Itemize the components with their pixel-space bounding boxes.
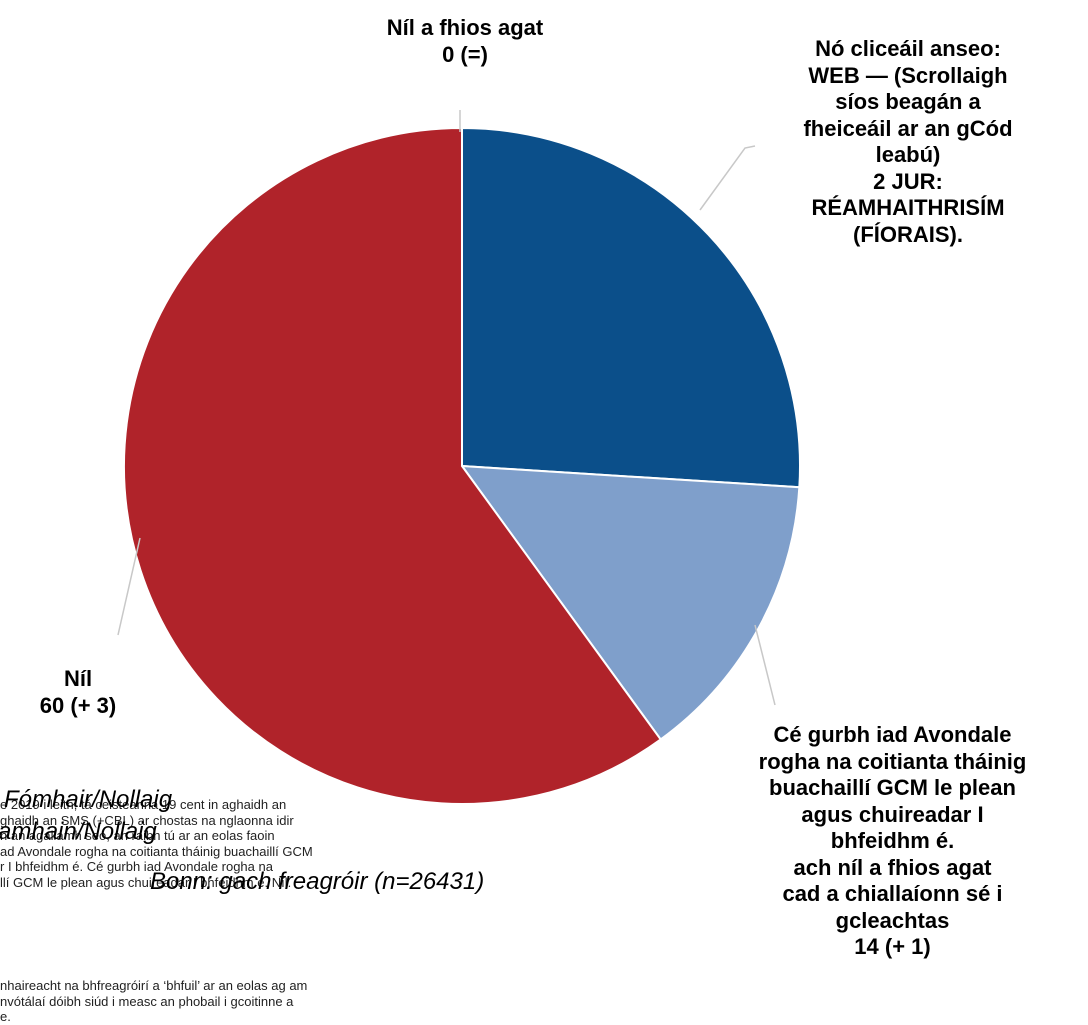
footnote-period-1: Fómhair/Nollaig	[4, 786, 173, 813]
footnote-period-2: amhain/Nollaig	[0, 818, 157, 845]
label-left-value: 60 (+ 3)	[39, 693, 117, 718]
label-bottom-slice: Cé gurbh iad Avondale rogha na coitianta…	[758, 722, 1027, 933]
pie-slice-1	[459, 464, 801, 741]
label-top-value: 0 (=)	[442, 42, 488, 67]
footnote-body-2: nhaireacht na bhfreagróirí a ‘bhfuil’ ar…	[0, 978, 308, 1024]
label-left-name: Níl	[63, 666, 93, 691]
pie-slices	[123, 126, 801, 805]
label-right-slice: Nó cliceáil anseo: WEB — (Scrollaigh sío…	[803, 36, 1013, 247]
label-bottom-value: 14 (+ 1)	[854, 934, 931, 959]
pie-slice-0	[461, 126, 801, 489]
pie-slice-2	[123, 126, 663, 805]
footnote-body: e 2019 i leith, tá ceisteanna 19 cent in…	[0, 797, 313, 890]
leader-lines	[117, 110, 776, 706]
footnote-base: Bonn: gach freagróir (n=26431)	[150, 868, 485, 895]
label-top-name: Níl a fhios agat	[386, 15, 544, 40]
leader-line-right	[699, 145, 756, 211]
leader-line-bottom	[754, 624, 776, 706]
leader-line-left	[117, 537, 141, 636]
